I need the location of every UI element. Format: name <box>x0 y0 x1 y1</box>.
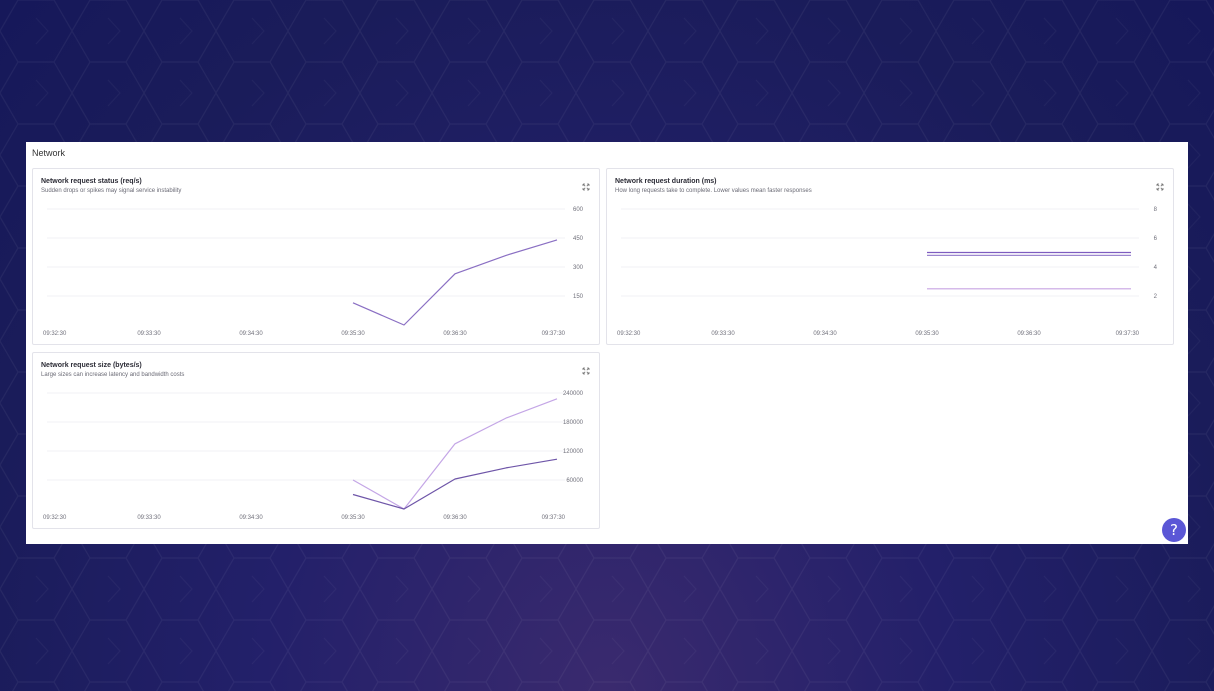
expand-button[interactable] <box>1154 181 1166 193</box>
y-tick-label: 450 <box>573 236 584 242</box>
y-tick-label: 4 <box>1154 265 1158 271</box>
card-description: Large sizes can increase latency and ban… <box>41 372 185 378</box>
y-tick-label: 600 <box>573 207 584 213</box>
card-title: Network request status (req/s) <box>41 178 142 185</box>
series-line-0 <box>352 398 558 510</box>
x-tick-label: 09:33:30 <box>137 515 161 521</box>
duration-chart: 2 4 6 8 09:32:30 09:33:30 09:34:30 09:35:30 09:3… <box>617 207 1158 337</box>
x-tick-label: 09:35:30 <box>341 331 365 337</box>
y-tick-label: 60000 <box>566 478 583 484</box>
card-description: Sudden drops or spikes may signal servic… <box>41 188 182 194</box>
y-tick-label: 6 <box>1154 236 1158 242</box>
x-tick-label: 09:36:30 <box>1017 331 1041 337</box>
network-panel: Network Network request status (req/s) S… <box>26 142 1188 544</box>
y-tick-label: 300 <box>573 265 584 271</box>
x-tick-label: 09:34:30 <box>813 331 837 337</box>
x-tick-label: 09:32:30 <box>617 331 641 337</box>
expand-icon <box>1156 183 1164 191</box>
x-tick-label: 09:34:30 <box>239 515 263 521</box>
y-tick-label: 180000 <box>563 420 584 426</box>
x-tick-label: 09:33:30 <box>137 331 161 337</box>
y-tick-label: 150 <box>573 294 584 300</box>
card-title: Network request size (bytes/s) <box>41 362 142 369</box>
duration-card: Network request duration (ms) How long r… <box>606 168 1174 345</box>
expand-button[interactable] <box>580 181 592 193</box>
x-tick-label: 09:36:30 <box>443 331 467 337</box>
expand-icon <box>582 183 590 191</box>
series-line-1 <box>352 458 558 510</box>
panel-title: Network <box>32 148 66 158</box>
x-tick-label: 09:37:30 <box>542 515 566 521</box>
x-tick-label: 09:32:30 <box>43 331 67 337</box>
y-tick-label: 2 <box>1154 294 1158 300</box>
x-tick-label: 09:34:30 <box>239 331 263 337</box>
x-tick-label: 09:35:30 <box>915 331 939 337</box>
help-button[interactable]: ? <box>1162 518 1186 542</box>
expand-button[interactable] <box>580 365 592 377</box>
status-chart: 150 300 450 600 09:32:30 09:33:30 09:34:30 09:3… <box>43 207 584 337</box>
x-tick-label: 09:36:30 <box>443 515 467 521</box>
status-card: Network request status (req/s) Sudden dr… <box>32 168 600 345</box>
y-tick-label: 8 <box>1154 207 1158 213</box>
size-card: Network request size (bytes/s) Large siz… <box>32 352 600 529</box>
x-tick-label: 09:32:30 <box>43 515 67 521</box>
expand-icon <box>582 367 590 375</box>
series-line-0 <box>352 239 558 326</box>
x-tick-label: 09:35:30 <box>341 515 365 521</box>
x-tick-label: 09:33:30 <box>711 331 735 337</box>
size-chart: 60000 120000 180000 240000 09:32:30 09:33:30 0… <box>43 391 584 521</box>
card-title: Network request duration (ms) <box>615 178 717 185</box>
x-tick-label: 09:37:30 <box>542 331 566 337</box>
x-tick-label: 09:37:30 <box>1116 331 1140 337</box>
y-tick-label: 120000 <box>563 449 584 455</box>
card-description: How long requests take to complete. Lowe… <box>615 188 812 194</box>
y-tick-label: 240000 <box>563 391 584 397</box>
help-icon: ? <box>1170 521 1178 539</box>
